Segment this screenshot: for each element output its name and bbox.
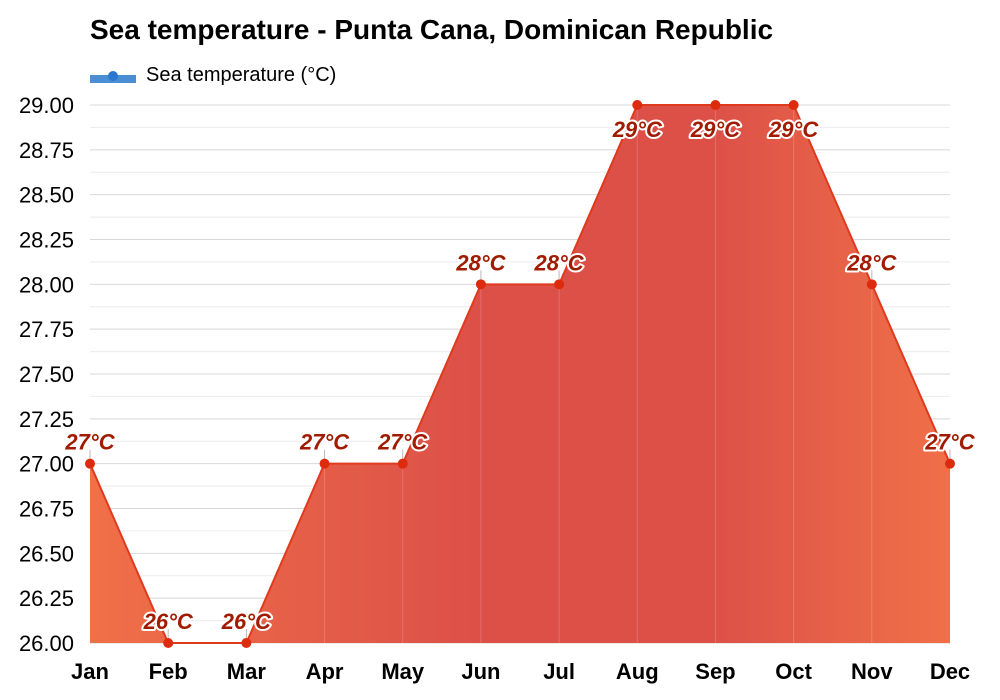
x-tick-label: Dec (930, 659, 970, 684)
y-tick-label: 26.75 (19, 497, 74, 522)
data-label: 28°C (534, 250, 585, 275)
data-label: 27°C (64, 430, 115, 455)
data-point (397, 458, 408, 469)
legend-label: Sea temperature (°C) (146, 63, 337, 86)
x-tick-label: Feb (149, 659, 188, 684)
y-tick-label: 28.50 (19, 183, 74, 208)
data-point (632, 100, 643, 110)
data-label: 26°C (221, 609, 272, 634)
y-tick-label: 26.00 (19, 631, 74, 656)
y-tick-label: 26.25 (19, 586, 74, 611)
data-point (241, 638, 252, 648)
x-tick-label: Jun (461, 659, 500, 684)
data-label: 27°C (299, 430, 350, 455)
data-point (554, 279, 565, 290)
x-tick-label: Sep (695, 659, 735, 684)
x-tick-label: Nov (851, 659, 893, 684)
data-label: 27°C (924, 430, 975, 455)
y-tick-label: 26.50 (19, 541, 74, 566)
data-point (710, 100, 721, 110)
y-tick-label: 27.00 (19, 452, 74, 477)
y-tick-label: 27.25 (19, 407, 74, 432)
x-tick-label: Oct (775, 659, 812, 684)
y-tick-label: 27.50 (19, 362, 74, 387)
data-point (319, 458, 330, 469)
x-tick-label: Jan (71, 659, 109, 684)
data-point (866, 279, 877, 290)
data-label: 29°C (612, 117, 663, 142)
data-label: 27°C (377, 430, 428, 455)
x-tick-label: Apr (306, 659, 344, 684)
data-point (945, 458, 955, 469)
data-label: 29°C (690, 117, 741, 142)
x-tick-label: May (381, 659, 425, 684)
legend-swatch-icon (90, 67, 136, 83)
x-tick-label: Aug (616, 659, 659, 684)
data-point (788, 100, 799, 110)
y-tick-label: 29.00 (19, 93, 74, 118)
y-tick-label: 28.75 (19, 138, 74, 163)
data-point (85, 458, 95, 469)
data-label: 28°C (846, 250, 897, 275)
legend[interactable]: Sea temperature (°C) (90, 62, 336, 88)
chart-title: Sea temperature - Punta Cana, Dominican … (90, 14, 774, 45)
data-point (163, 638, 174, 648)
y-tick-label: 27.75 (19, 317, 74, 342)
data-point (475, 279, 486, 290)
x-tick-label: Jul (543, 659, 575, 684)
y-tick-label: 28.00 (19, 272, 74, 297)
series-line (89, 104, 951, 644)
data-label: 28°C (455, 250, 506, 275)
data-label: 29°C (768, 117, 819, 142)
y-tick-label: 28.25 (19, 228, 74, 253)
x-tick-label: Mar (227, 659, 267, 684)
data-label: 26°C (143, 609, 194, 634)
